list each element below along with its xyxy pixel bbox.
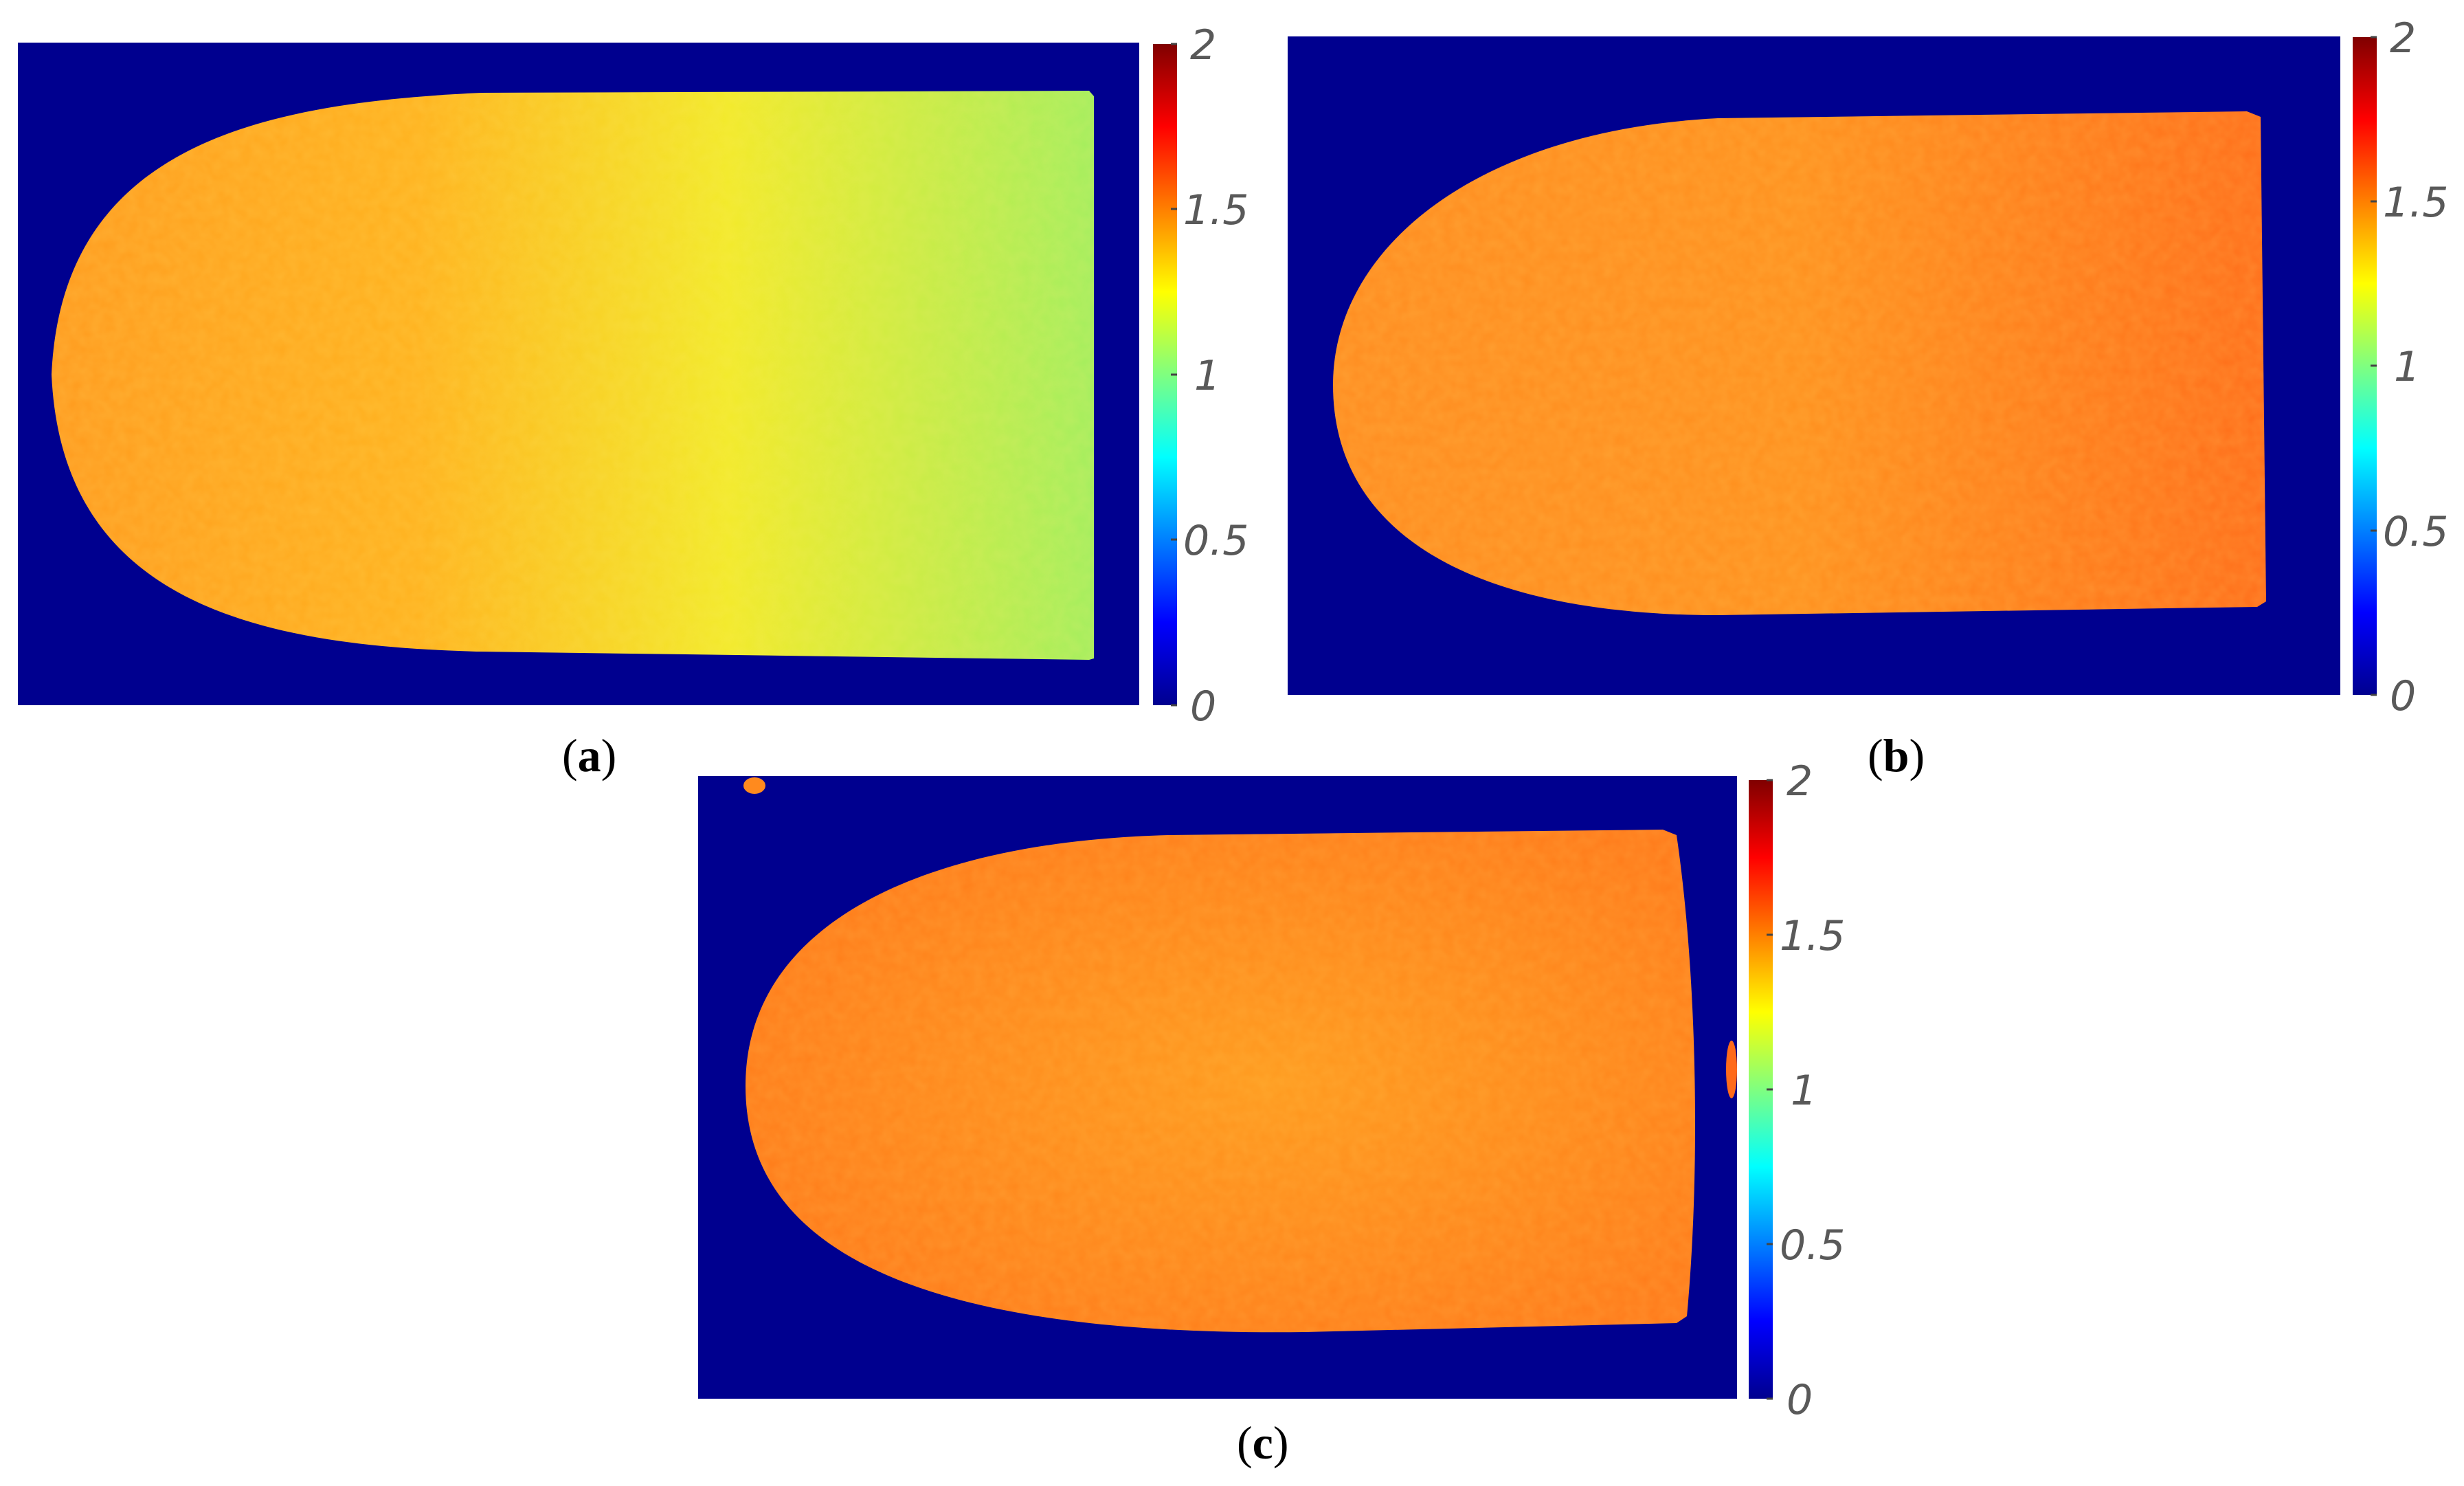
panel-c-tick-1: 1 (1791, 1067, 1817, 1115)
panel-b-tick-0: 0 (2390, 672, 2416, 720)
panel-b-colorbar-ticks (2371, 36, 2377, 696)
panel-c-texture (746, 830, 1695, 1333)
panel-b-tick-1.5: 1.5 (2383, 179, 2448, 227)
panel-a-tick-1.5: 1.5 (1183, 186, 1248, 234)
panel-c-tick-0: 0 (1787, 1376, 1813, 1424)
panel-a-caption: (a) (562, 729, 616, 781)
panel-c-caption: (c) (1237, 1417, 1289, 1469)
panel-a-tick-1: 1 (1194, 352, 1220, 400)
panel-b-caption: (b) (1868, 729, 1925, 781)
panel-c-tick-1.5: 1.5 (1780, 912, 1845, 960)
panel-c-tick-2: 2 (1787, 757, 1813, 806)
panel-b-tick-1: 1 (2394, 343, 2420, 391)
panel-a-colorbar-ticks (1171, 43, 1177, 707)
panel-c-edge-artifact (1726, 1041, 1737, 1098)
panel-b-texture (1333, 111, 2266, 615)
panel-a-tick-0.5: 0.5 (1183, 517, 1248, 565)
panel-c-colorbar-ticks (1767, 779, 1773, 1400)
panel-b-tick-2: 2 (2390, 14, 2416, 63)
panel-c-tick-0.5: 0.5 (1780, 1221, 1845, 1269)
panel-b: 2 1.5 1 0.5 0 (b) (1288, 14, 2448, 781)
panel-b-tick-0.5: 0.5 (2383, 508, 2448, 556)
panel-c-corner-artifact (743, 777, 765, 794)
panel-c: 2 1.5 1 0.5 0 (c) (698, 757, 1845, 1469)
panel-a-texture (52, 91, 1094, 660)
panel-a-tick-2: 2 (1190, 21, 1216, 69)
panel-a-tick-0: 0 (1190, 683, 1216, 731)
panel-a: 2 1.5 1 0.5 0 (a) (18, 21, 1248, 781)
